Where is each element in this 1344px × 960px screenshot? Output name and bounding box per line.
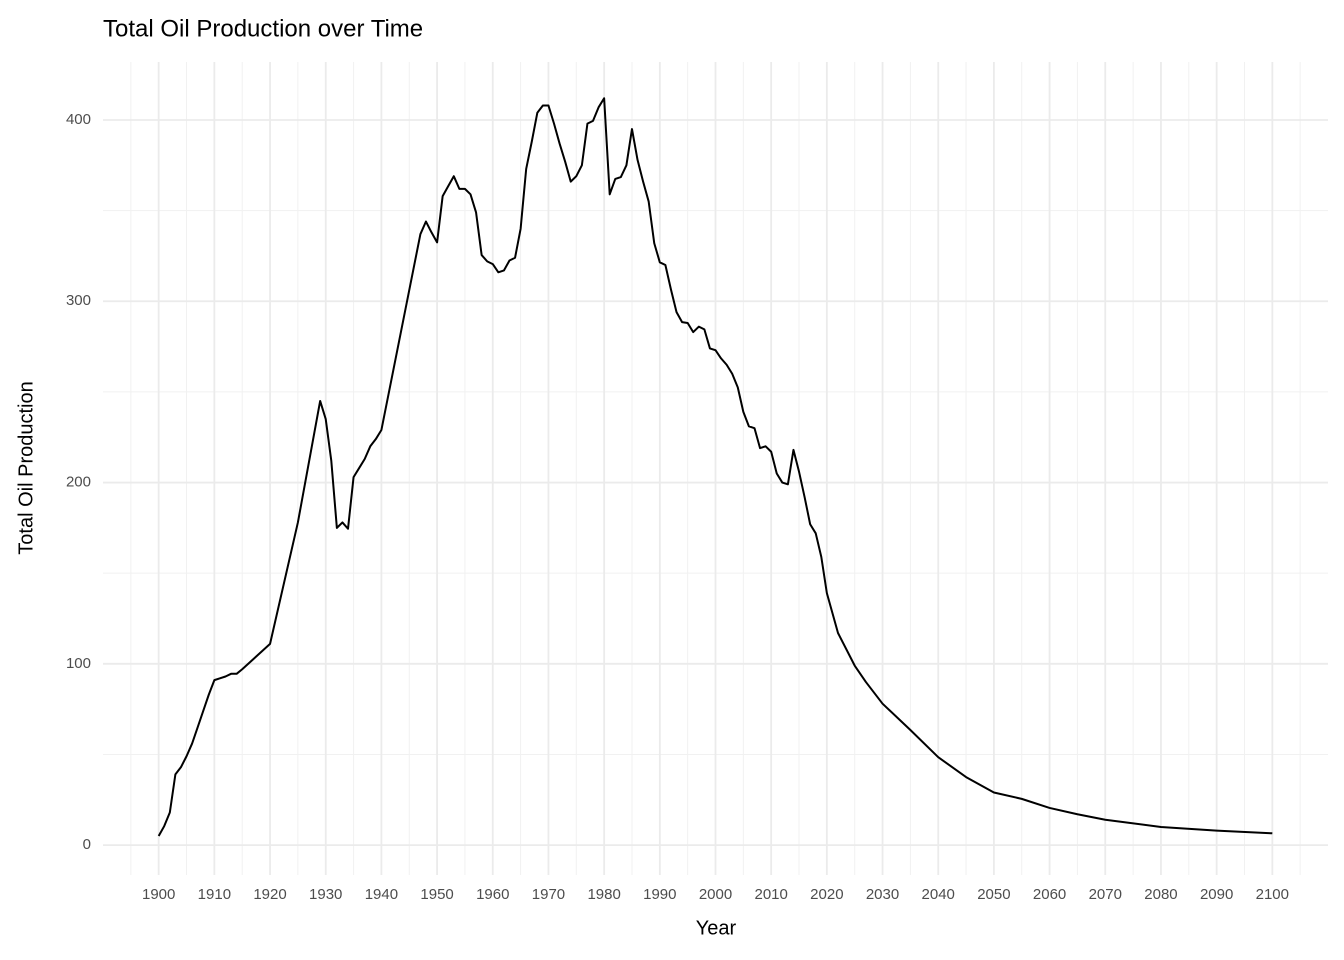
- x-tick-label: 2020: [810, 886, 843, 903]
- x-tick-label: 1960: [476, 886, 509, 903]
- y-tick-label: 200: [66, 474, 91, 491]
- x-tick-label: 1950: [420, 886, 453, 903]
- x-tick-label: 2010: [754, 886, 787, 903]
- x-tick-label: 2080: [1144, 886, 1177, 903]
- x-tick-label: 1970: [532, 886, 565, 903]
- y-tick-label: 400: [66, 111, 91, 128]
- x-tick-label: 2000: [699, 886, 732, 903]
- x-tick-label: 2090: [1200, 886, 1233, 903]
- x-tick-label: 1980: [587, 886, 620, 903]
- chart-title: Total Oil Production over Time: [103, 15, 423, 42]
- x-tick-label: 2100: [1256, 886, 1289, 903]
- x-tick-label: 2050: [977, 886, 1010, 903]
- x-tick-label: 1920: [253, 886, 286, 903]
- x-tick-label: 2030: [866, 886, 899, 903]
- y-tick-label: 300: [66, 292, 91, 309]
- x-axis-title: Year: [696, 917, 737, 939]
- y-tick-label: 100: [66, 655, 91, 672]
- line: [157, 97, 1273, 837]
- y-tick-label: 0: [83, 836, 91, 853]
- x-tick-label: 1900: [142, 886, 175, 903]
- x-tick-label: 2070: [1089, 886, 1122, 903]
- x-tick-label: 1940: [365, 886, 398, 903]
- x-tick-label: 1910: [198, 886, 231, 903]
- x-tick-label: 1990: [643, 886, 676, 903]
- x-tick-label: 1930: [309, 886, 342, 903]
- x-tick-label: 2040: [922, 886, 955, 903]
- x-tick-label: 2060: [1033, 886, 1066, 903]
- y-axis-title: Total Oil Production: [15, 381, 37, 554]
